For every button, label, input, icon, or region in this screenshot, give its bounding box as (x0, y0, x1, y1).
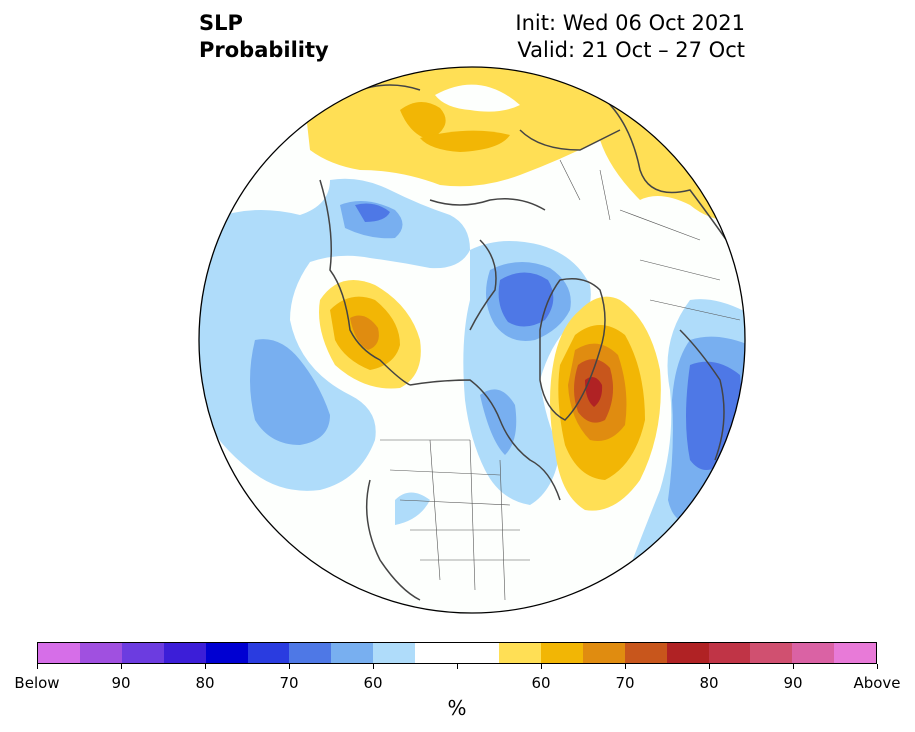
colorbar-segment (38, 643, 80, 663)
init-date: Init: Wed 06 Oct 2021 (515, 11, 745, 35)
product-title: Probability (199, 38, 329, 62)
colorbar-segment (373, 643, 416, 663)
colorbar-tick-label: 70 (615, 674, 635, 692)
colorbar-segment (163, 643, 206, 663)
colorbar-segment (792, 643, 835, 663)
colorbar-segment (582, 643, 625, 663)
colorbar-unit: % (447, 696, 467, 720)
polar-map (198, 66, 746, 614)
colorbar-segment (457, 643, 499, 663)
colorbar-segment (624, 643, 667, 663)
map-boundary (198, 66, 746, 614)
colorbar-segment (415, 643, 458, 663)
colorbar-tick-label: 90 (111, 674, 131, 692)
colorbar-tick-label: 60 (363, 674, 383, 692)
valid-range: Valid: 21 Oct – 27 Oct (517, 38, 745, 62)
below-anomaly-pacific (199, 178, 470, 525)
colorbar-tick (372, 664, 374, 669)
colorbar-segment (498, 643, 541, 663)
colorbar-segment (666, 643, 709, 663)
colorbar-segment (834, 643, 877, 663)
colorbar-segment (708, 643, 751, 663)
colorbar-tick-label: Below (14, 674, 60, 692)
colorbar-tick-label: 90 (783, 674, 803, 692)
colorbar-tick (708, 664, 710, 669)
colorbar-tick (456, 664, 458, 669)
colorbar-tick (540, 664, 542, 669)
colorbar-tick-label: 80 (699, 674, 719, 692)
colorbar-tick (36, 664, 38, 669)
colorbar-tick (792, 664, 794, 669)
borders (380, 159, 741, 601)
date-block: Init: Wed 06 Oct 2021 Valid: 21 Oct – 27… (515, 10, 745, 64)
below-anomaly-greenland (463, 241, 591, 505)
colorbar-segment (331, 643, 374, 663)
colorbar-segment (79, 643, 122, 663)
colorbar-segment (205, 643, 248, 663)
colorbar-tick (204, 664, 206, 669)
variable-title: SLP (199, 11, 243, 35)
colorbar-segment (750, 643, 793, 663)
title-block: SLP Probability (199, 10, 329, 64)
coastlines (319, 84, 741, 601)
colorbar-segment (289, 643, 332, 663)
colorbar-tick (876, 664, 878, 669)
colorbar-tick-label: Above (853, 674, 901, 692)
colorbar-tick (120, 664, 122, 669)
colorbar (37, 642, 877, 664)
colorbar-tick-label: 80 (195, 674, 215, 692)
colorbar-tick-label: 60 (531, 674, 551, 692)
colorbar-segment (121, 643, 164, 663)
colorbar-segment (540, 643, 583, 663)
colorbar-segment (247, 643, 290, 663)
above-anomaly-atlantic (550, 296, 661, 511)
map-disk (199, 67, 745, 613)
colorbar-tick (288, 664, 290, 669)
colorbar-tick (624, 664, 626, 669)
colorbar-tick-label: 70 (279, 674, 299, 692)
